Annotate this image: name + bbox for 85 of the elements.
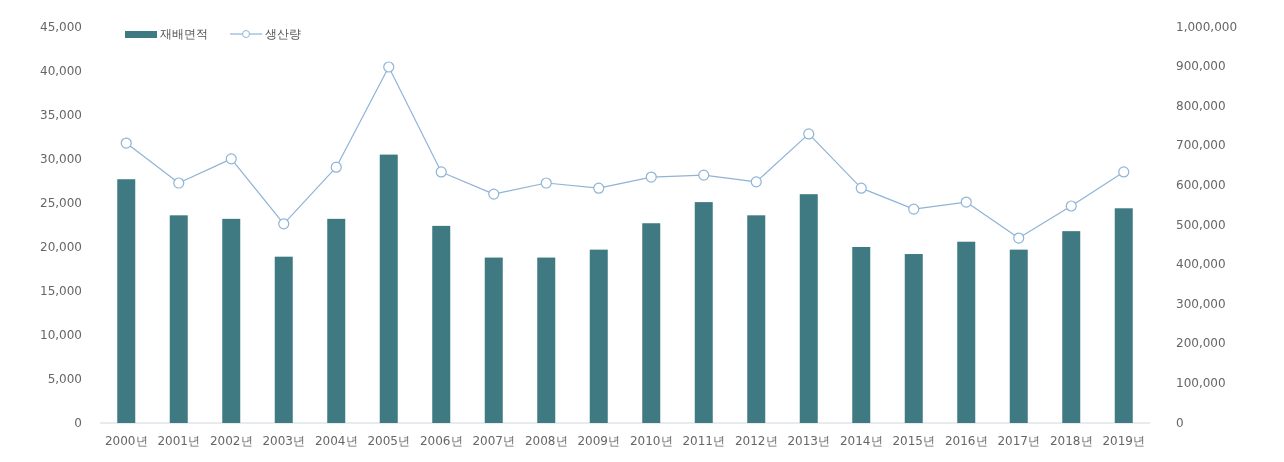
point — [540, 177, 552, 189]
legend-label: 재배면적 — [160, 26, 208, 41]
x-tick-label: 2002년 — [209, 433, 253, 448]
point — [803, 128, 815, 140]
bar — [747, 215, 766, 423]
point — [960, 196, 972, 208]
bar — [642, 223, 661, 423]
y2-tick-label: 600,000 — [1176, 177, 1226, 192]
y2-tick-label: 100,000 — [1176, 375, 1226, 390]
y2-tick-label: 300,000 — [1176, 296, 1226, 311]
y2-tick-label: 500,000 — [1176, 217, 1226, 232]
point — [435, 166, 447, 178]
x-tick-label: 2006년 — [419, 433, 463, 448]
point — [750, 176, 762, 188]
bar — [904, 254, 923, 423]
legend-재배면적: 재배면적 — [125, 26, 208, 41]
bar — [957, 241, 976, 423]
x-tick-label: 2016년 — [944, 433, 988, 448]
y2-tick-label: 0 — [1176, 415, 1184, 430]
point — [593, 182, 605, 194]
point — [908, 203, 920, 215]
y-tick-label: 0 — [74, 415, 82, 430]
bar — [379, 154, 398, 423]
x-tick-label: 2005년 — [367, 433, 411, 448]
bar — [432, 225, 451, 423]
y2-tick-label: 900,000 — [1176, 59, 1226, 74]
point — [278, 218, 290, 230]
y-tick-label: 10,000 — [40, 327, 82, 342]
bar — [694, 202, 713, 423]
y-tick-label: 40,000 — [40, 63, 82, 78]
x-tick-label: 2015년 — [892, 433, 936, 448]
bar — [1009, 249, 1028, 423]
y-tick-label: 15,000 — [40, 283, 82, 298]
x-tick-label: 2013년 — [787, 433, 831, 448]
y-tick-label: 45,000 — [40, 19, 82, 34]
point — [698, 169, 710, 181]
y2-tick-label: 700,000 — [1176, 138, 1226, 153]
y2-tick-label: 400,000 — [1176, 257, 1226, 272]
bar — [1114, 208, 1133, 423]
y2-tick-label: 200,000 — [1176, 336, 1226, 351]
bar — [799, 194, 818, 423]
x-tick-label: 2000년 — [104, 433, 148, 448]
x-tick-label: 2017년 — [997, 433, 1041, 448]
x-tick-label: 2018년 — [1049, 433, 1093, 448]
point — [330, 161, 342, 173]
x-tick-label: 2003년 — [262, 433, 306, 448]
bar — [274, 256, 293, 423]
point — [1118, 166, 1130, 178]
point — [120, 137, 132, 149]
x-tick-label: 2007년 — [472, 433, 516, 448]
bar — [169, 215, 188, 423]
x-tick-label: 2004년 — [314, 433, 358, 448]
bar — [589, 249, 608, 423]
y-tick-label: 25,000 — [40, 195, 82, 210]
point — [855, 182, 867, 194]
y-tick-label: 30,000 — [40, 151, 82, 166]
legend-생산량: 생산량 — [229, 26, 301, 41]
bar — [327, 218, 346, 423]
y-tick-label: 20,000 — [40, 239, 82, 254]
bar — [117, 179, 136, 423]
y-tick-label: 35,000 — [40, 107, 82, 122]
point — [645, 171, 657, 183]
point — [173, 177, 185, 189]
y2-tick-label: 800,000 — [1176, 98, 1226, 113]
y2-tick-label: 1,000,000 — [1176, 19, 1238, 34]
x-tick-label: 2011년 — [682, 433, 726, 448]
x-tick-label: 2019년 — [1102, 433, 1146, 448]
point — [225, 153, 237, 165]
bar — [484, 257, 503, 423]
point — [1013, 232, 1025, 244]
legend-label: 생산량 — [265, 26, 301, 41]
x-tick-label: 2001년 — [157, 433, 201, 448]
bar — [537, 257, 556, 423]
y-tick-label: 5,000 — [47, 371, 82, 386]
x-tick-label: 2012년 — [734, 433, 778, 448]
point — [383, 61, 395, 73]
x-tick-label: 2008년 — [524, 433, 568, 448]
point — [488, 188, 500, 200]
bar — [852, 247, 871, 423]
x-tick-label: 2010년 — [629, 433, 673, 448]
x-tick-label: 2009년 — [577, 433, 621, 448]
x-tick-label: 2014년 — [839, 433, 883, 448]
bar — [1062, 231, 1081, 423]
point — [1065, 200, 1077, 212]
bar — [222, 218, 241, 423]
